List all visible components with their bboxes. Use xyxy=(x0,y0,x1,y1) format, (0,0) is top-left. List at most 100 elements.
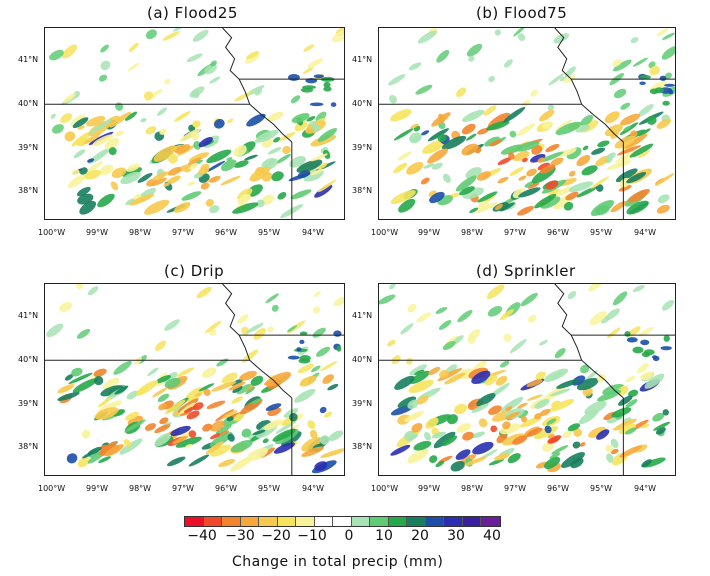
precip-blob xyxy=(649,65,660,76)
precip-blob xyxy=(480,449,498,459)
colorbar-tick-label: −30 xyxy=(225,528,255,544)
precip-blob xyxy=(534,193,557,209)
precip-blob xyxy=(559,76,568,82)
precip-blob xyxy=(429,191,445,204)
precip-blob xyxy=(408,379,434,394)
lon-label-100w: 100°W xyxy=(371,484,399,493)
precip-blob xyxy=(553,33,570,44)
precip-blob xyxy=(157,107,167,116)
precip-blob xyxy=(172,28,185,32)
precip-blob xyxy=(301,446,325,457)
precip-blob xyxy=(277,191,287,200)
precip-blob xyxy=(61,44,78,59)
precip-blob xyxy=(144,423,156,431)
lat-label-40n: 40°N xyxy=(352,355,373,364)
precip-blob xyxy=(605,152,616,161)
precip-blob xyxy=(595,184,604,192)
precip-blob xyxy=(276,153,291,164)
precip-blob xyxy=(409,370,430,384)
precip-blob xyxy=(570,457,584,469)
precip-blob xyxy=(562,74,576,83)
lon-label-100w: 100°W xyxy=(38,228,66,237)
precip-blob xyxy=(333,296,344,307)
precip-blob xyxy=(477,127,490,135)
precip-blob xyxy=(170,425,191,436)
precip-blob xyxy=(196,286,212,299)
precip-blob xyxy=(310,153,328,162)
precip-blob xyxy=(175,436,202,448)
precip-blob xyxy=(152,387,168,398)
precip-blob xyxy=(273,137,281,143)
precip-blob xyxy=(606,160,632,170)
precip-blob xyxy=(507,453,521,464)
precip-blob xyxy=(515,141,540,152)
lon-label-97w: 97°W xyxy=(504,228,527,237)
precip-blob xyxy=(425,145,443,154)
lon-label-97w: 97°W xyxy=(172,228,195,237)
precip-blob xyxy=(200,163,210,171)
precip-blob xyxy=(541,121,554,130)
precip-blob xyxy=(442,340,456,351)
precip-blob xyxy=(147,367,159,377)
precip-blob xyxy=(483,105,497,116)
precip-blob xyxy=(420,177,430,185)
precip-blob xyxy=(438,369,449,379)
precip-blob xyxy=(70,114,86,127)
precip-blob xyxy=(626,172,647,184)
precip-blob xyxy=(246,447,269,461)
precip-blob xyxy=(462,109,485,122)
precip-blob xyxy=(206,400,226,409)
precip-blob xyxy=(67,173,87,188)
precip-blob xyxy=(626,200,649,215)
map-panel-d xyxy=(378,283,676,476)
precip-blob xyxy=(503,333,512,343)
precip-blob xyxy=(628,389,639,398)
precip-blob xyxy=(394,375,415,390)
precip-blob xyxy=(610,438,619,449)
precip-blob xyxy=(312,327,326,338)
precip-blob xyxy=(660,346,672,351)
precip-blob xyxy=(549,399,575,412)
precip-blob xyxy=(72,117,89,129)
precip-blob xyxy=(615,168,638,183)
precip-blob xyxy=(222,410,238,419)
precip-blob xyxy=(336,345,342,352)
precip-blob xyxy=(100,385,124,397)
precip-blob xyxy=(267,147,282,155)
precip-blob xyxy=(123,439,131,447)
precip-blob xyxy=(589,311,607,326)
precip-blob xyxy=(246,51,260,60)
precip-blob xyxy=(391,355,401,365)
precip-blob xyxy=(636,363,649,374)
precip-blob xyxy=(125,411,139,421)
precip-blob xyxy=(390,109,412,122)
lon-label-97w: 97°W xyxy=(504,484,527,493)
precip-blob xyxy=(668,89,674,95)
panel-title-c: (c) Drip xyxy=(164,262,225,280)
precip-blob xyxy=(390,444,411,456)
precip-blob xyxy=(167,166,182,176)
precip-blob xyxy=(518,187,541,198)
precip-blob xyxy=(241,428,252,438)
precip-blob xyxy=(578,409,599,425)
precip-blob xyxy=(184,443,193,449)
precip-blob xyxy=(499,423,521,435)
precip-blob xyxy=(517,206,534,216)
precip-blob xyxy=(471,370,491,384)
precip-blob xyxy=(46,323,64,338)
precip-blob xyxy=(556,379,580,389)
precip-blob xyxy=(502,421,511,430)
precip-blob xyxy=(210,420,225,432)
colorbar xyxy=(184,516,501,527)
precip-blob xyxy=(190,131,200,141)
precip-blob xyxy=(456,87,467,98)
precip-blob xyxy=(562,430,572,439)
precip-blob xyxy=(641,423,650,429)
precip-blob xyxy=(163,371,178,384)
precip-blob xyxy=(288,172,311,182)
precip-blob xyxy=(265,293,279,304)
precip-blob xyxy=(320,361,338,372)
colorbar-tick-label: 0 xyxy=(344,528,354,544)
precip-blob xyxy=(500,309,514,321)
precip-blob xyxy=(166,175,181,185)
